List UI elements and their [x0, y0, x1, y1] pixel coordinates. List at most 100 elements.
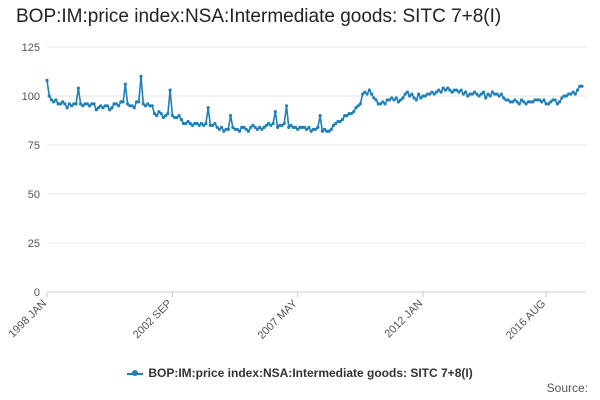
- data-point[interactable]: [432, 92, 436, 96]
- data-point[interactable]: [383, 102, 387, 106]
- data-point[interactable]: [564, 94, 568, 98]
- data-point[interactable]: [540, 100, 544, 104]
- data-point[interactable]: [414, 98, 418, 102]
- data-point[interactable]: [416, 92, 421, 96]
- data-point[interactable]: [49, 98, 54, 102]
- data-point[interactable]: [258, 125, 262, 129]
- data-point[interactable]: [206, 106, 210, 110]
- data-point[interactable]: [378, 102, 383, 106]
- data-point[interactable]: [464, 90, 468, 94]
- data-point[interactable]: [101, 106, 105, 110]
- data-point[interactable]: [300, 125, 304, 129]
- data-point[interactable]: [287, 125, 291, 129]
- data-point[interactable]: [441, 86, 445, 90]
- data-point[interactable]: [558, 100, 562, 104]
- data-point[interactable]: [235, 127, 239, 131]
- data-point[interactable]: [177, 114, 181, 118]
- data-point[interactable]: [419, 96, 423, 100]
- data-point[interactable]: [399, 98, 403, 102]
- data-point[interactable]: [318, 114, 322, 118]
- data-point[interactable]: [506, 98, 510, 102]
- data-point[interactable]: [291, 125, 295, 129]
- data-point[interactable]: [369, 92, 374, 96]
- data-point[interactable]: [123, 82, 127, 86]
- data-point[interactable]: [486, 92, 490, 96]
- legend[interactable]: BOP:IM:price index:NSA:Intermediate good…: [0, 366, 600, 380]
- data-point[interactable]: [396, 100, 401, 104]
- data-point[interactable]: [517, 102, 521, 106]
- data-point[interactable]: [65, 106, 69, 110]
- data-point[interactable]: [528, 100, 533, 104]
- data-point[interactable]: [322, 127, 327, 131]
- data-point[interactable]: [199, 121, 204, 126]
- data-point[interactable]: [555, 102, 559, 106]
- data-point[interactable]: [72, 102, 76, 106]
- data-point[interactable]: [267, 121, 271, 126]
- data-point[interactable]: [282, 121, 286, 126]
- data-point[interactable]: [175, 115, 179, 120]
- data-point[interactable]: [150, 104, 154, 108]
- data-point[interactable]: [215, 125, 219, 129]
- data-point[interactable]: [513, 98, 517, 102]
- data-point[interactable]: [551, 98, 555, 102]
- data-point[interactable]: [331, 123, 336, 127]
- data-point[interactable]: [508, 100, 512, 104]
- data-point[interactable]: [376, 102, 380, 106]
- data-point[interactable]: [387, 98, 392, 102]
- data-point[interactable]: [327, 129, 331, 133]
- data-point[interactable]: [365, 92, 369, 96]
- data-point[interactable]: [455, 88, 459, 92]
- data-point[interactable]: [408, 94, 412, 98]
- data-point[interactable]: [92, 102, 96, 106]
- data-point[interactable]: [242, 125, 246, 129]
- data-point[interactable]: [78, 102, 83, 106]
- data-point[interactable]: [231, 125, 235, 129]
- data-point[interactable]: [569, 92, 573, 96]
- data-point[interactable]: [468, 92, 472, 96]
- data-point[interactable]: [278, 123, 282, 127]
- data-point[interactable]: [511, 100, 515, 104]
- data-point[interactable]: [448, 88, 452, 92]
- data-point[interactable]: [459, 88, 463, 92]
- data-point[interactable]: [220, 125, 224, 129]
- data-point[interactable]: [67, 102, 71, 106]
- data-point[interactable]: [121, 100, 125, 104]
- data-point[interactable]: [524, 102, 528, 106]
- data-point[interactable]: [76, 86, 80, 90]
- data-point[interactable]: [181, 121, 186, 126]
- data-point[interactable]: [233, 127, 237, 131]
- data-point[interactable]: [47, 94, 51, 98]
- data-point[interactable]: [522, 100, 526, 104]
- data-point[interactable]: [472, 90, 477, 94]
- data-point[interactable]: [434, 90, 439, 94]
- data-point[interactable]: [94, 108, 98, 112]
- data-point[interactable]: [249, 125, 253, 129]
- data-point[interactable]: [195, 121, 199, 126]
- data-point[interactable]: [423, 94, 427, 98]
- data-point[interactable]: [560, 96, 564, 100]
- data-point[interactable]: [381, 100, 385, 104]
- data-point[interactable]: [345, 114, 349, 118]
- data-point[interactable]: [477, 94, 481, 98]
- data-point[interactable]: [361, 92, 365, 96]
- data-point[interactable]: [352, 110, 356, 114]
- data-point[interactable]: [316, 125, 320, 129]
- data-point[interactable]: [83, 102, 87, 106]
- data-point[interactable]: [392, 98, 396, 102]
- data-point[interactable]: [54, 98, 58, 102]
- data-point[interactable]: [188, 121, 192, 126]
- data-point[interactable]: [159, 112, 163, 116]
- data-point[interactable]: [90, 102, 94, 106]
- data-point[interactable]: [264, 123, 268, 127]
- data-point[interactable]: [132, 106, 136, 110]
- data-point[interactable]: [531, 100, 535, 104]
- data-point[interactable]: [211, 123, 215, 127]
- data-point[interactable]: [372, 96, 376, 100]
- data-point[interactable]: [343, 114, 347, 118]
- data-point[interactable]: [566, 92, 571, 96]
- data-point[interactable]: [143, 104, 148, 108]
- data-point[interactable]: [354, 106, 358, 110]
- data-point[interactable]: [222, 129, 226, 133]
- data-point[interactable]: [105, 104, 110, 108]
- data-point[interactable]: [329, 127, 333, 131]
